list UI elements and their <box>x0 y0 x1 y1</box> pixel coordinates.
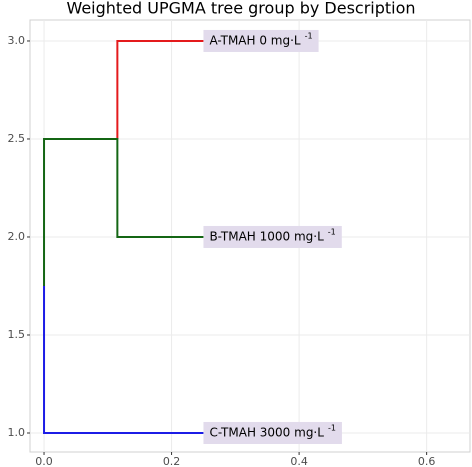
leaf-text: B-TMAH 1000 mg·L <box>209 229 324 243</box>
leaf-label: C-TMAH 3000 mg·L -1 <box>203 421 342 444</box>
y-tick-label: 3.0 <box>8 34 26 47</box>
branch <box>116 39 204 139</box>
x-tick-label: 0.6 <box>418 455 436 467</box>
x-tick-label: 0.4 <box>290 455 308 467</box>
leaf-text: C-TMAH 3000 mg·L <box>209 425 324 439</box>
y-tick-label: 1.0 <box>8 426 26 439</box>
chart-title: Weighted UPGMA tree group by Description <box>66 0 415 18</box>
label-box <box>203 421 342 444</box>
leaf-label: B-TMAH 1000 mg·L -1 <box>203 225 342 248</box>
x-tick-label: 0.2 <box>163 455 181 467</box>
y-tick-label: 2.5 <box>8 132 26 145</box>
y-tick-label: 1.5 <box>8 328 26 341</box>
leaf-text: A-TMAH 0 mg·L <box>209 33 300 47</box>
leaf-label: A-TMAH 0 mg·L -1 <box>203 29 319 52</box>
branch <box>43 137 204 286</box>
leaf-superscript: -1 <box>328 227 336 236</box>
branch <box>43 285 204 434</box>
y-tick-label: 2.0 <box>8 230 26 243</box>
label-box <box>203 225 342 248</box>
label-box <box>203 29 319 52</box>
leaf-superscript: -1 <box>328 423 336 432</box>
x-tick-label: 0.0 <box>35 455 53 467</box>
leaf-superscript: -1 <box>305 31 313 40</box>
